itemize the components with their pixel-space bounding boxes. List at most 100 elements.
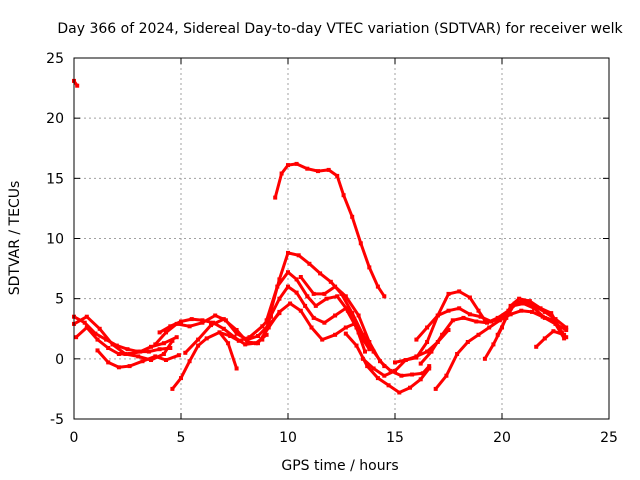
x-tick-label: 5 <box>177 430 186 446</box>
data-point <box>433 386 438 391</box>
data-point <box>84 325 89 330</box>
data-point <box>508 312 513 317</box>
data-point <box>116 352 121 356</box>
data-point <box>273 195 278 200</box>
data-point <box>286 163 290 168</box>
data-point <box>542 336 547 341</box>
data-point <box>170 338 175 343</box>
data-point <box>418 377 423 382</box>
data-point <box>354 343 359 348</box>
data-point <box>551 318 556 323</box>
grid-lines <box>74 58 609 419</box>
data-point <box>328 279 333 284</box>
data-point <box>298 308 303 313</box>
data-point <box>153 342 158 347</box>
data-point <box>521 299 526 304</box>
data-point <box>266 325 271 330</box>
data-point <box>138 349 143 354</box>
data-point <box>427 364 432 369</box>
data-point <box>375 376 380 381</box>
data-point <box>247 335 252 340</box>
data-point <box>286 270 290 275</box>
data-point <box>367 347 372 352</box>
data-point <box>495 332 500 337</box>
data-point <box>388 368 393 373</box>
data-point <box>168 324 173 329</box>
data-point <box>562 336 567 341</box>
data-point <box>446 308 451 313</box>
data-point <box>245 340 250 344</box>
series-line <box>483 297 568 361</box>
data-point <box>74 335 79 340</box>
data-point <box>534 344 539 349</box>
data-point <box>341 193 346 198</box>
data-point <box>213 313 218 318</box>
data-point <box>256 334 260 338</box>
data-point <box>519 308 524 313</box>
series-arc-22 <box>482 296 569 361</box>
data-point <box>420 371 425 376</box>
data-point <box>343 331 348 336</box>
data-point <box>527 299 532 304</box>
data-point <box>386 383 391 388</box>
data-point <box>309 325 314 330</box>
data-point <box>153 354 158 359</box>
data-point <box>378 359 382 364</box>
series-arc-20 <box>414 301 569 342</box>
data-point <box>467 312 472 317</box>
data-point <box>268 313 273 318</box>
data-point <box>521 301 526 306</box>
data-point <box>482 356 487 361</box>
data-point <box>164 358 168 362</box>
data-point <box>114 343 119 348</box>
data-point <box>260 337 265 342</box>
data-point <box>410 372 415 377</box>
data-point <box>245 337 250 342</box>
data-point <box>360 356 365 361</box>
data-point <box>367 340 372 344</box>
data-point <box>446 328 451 332</box>
data-point <box>127 364 132 369</box>
data-point <box>356 313 361 318</box>
data-point <box>183 350 188 355</box>
data-point <box>226 341 231 346</box>
data-point <box>532 303 537 308</box>
data-point <box>311 291 316 296</box>
data-point <box>345 308 350 313</box>
data-point <box>217 330 222 335</box>
data-point <box>375 284 380 289</box>
data-point <box>564 325 569 330</box>
y-tick-label: 0 <box>55 352 64 368</box>
data-point <box>532 306 537 311</box>
series-arc-7 <box>153 311 282 347</box>
data-point <box>491 342 496 347</box>
series-line <box>534 329 566 349</box>
data-point <box>95 348 100 353</box>
data-point <box>365 364 370 369</box>
data-point <box>322 291 327 296</box>
data-point <box>200 318 205 323</box>
x-tick-label: 0 <box>70 430 79 446</box>
data-point <box>326 167 331 172</box>
data-point <box>318 271 323 276</box>
data-point <box>397 390 402 395</box>
data-point <box>465 340 470 344</box>
data-point <box>399 373 404 378</box>
data-point <box>174 321 179 326</box>
series-arc-5 <box>95 348 181 370</box>
data-point <box>221 317 226 322</box>
data-point <box>564 335 569 340</box>
chart-title: Day 366 of 2024, Sidereal Day-to-day VTE… <box>57 21 623 37</box>
y-tick-label: 5 <box>55 292 64 308</box>
data-point <box>260 324 265 329</box>
data-point <box>298 275 303 279</box>
data-point <box>553 317 558 322</box>
data-point <box>161 341 166 346</box>
data-point <box>196 337 201 342</box>
data-point <box>371 366 376 371</box>
data-point <box>559 330 564 335</box>
data-point <box>176 353 181 358</box>
data-point <box>444 373 449 378</box>
series-arc-10 <box>217 330 239 371</box>
